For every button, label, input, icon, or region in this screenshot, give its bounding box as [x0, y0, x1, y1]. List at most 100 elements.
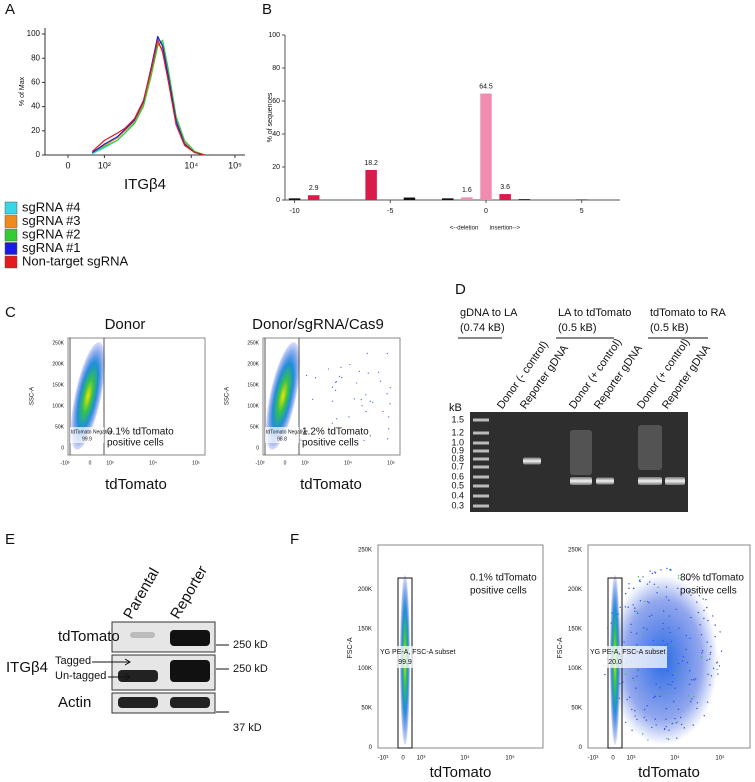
y-tick-label: 200K	[52, 361, 64, 367]
row-label: tdTomato	[58, 628, 120, 645]
cell-dot	[712, 615, 714, 617]
cell-dot	[668, 627, 670, 629]
cell-dot	[665, 725, 667, 728]
cell-dot	[678, 678, 681, 681]
cell-dot	[335, 418, 338, 420]
gate-label-bg	[265, 427, 299, 443]
cell-dot	[636, 644, 638, 646]
legend-swatch	[4, 201, 18, 215]
cell-dot	[677, 662, 680, 665]
cell-dot	[712, 667, 715, 670]
ladder-label: 1.2	[451, 427, 464, 437]
cell-dot	[639, 600, 642, 602]
cell-dot	[710, 675, 713, 677]
cell-dot	[327, 368, 330, 370]
cell-dot	[675, 722, 677, 724]
cell-population	[70, 342, 106, 450]
cell-dot	[671, 722, 674, 725]
x-tick-label: 10⁴	[344, 460, 352, 466]
y-tick-label: 150K	[358, 627, 372, 633]
cell-dot	[716, 661, 718, 663]
cell-dot	[662, 640, 664, 642]
cell-dot	[665, 586, 668, 588]
x-tick-label: 10⁴	[184, 160, 198, 170]
cell-dot	[628, 587, 630, 590]
cell-dot	[679, 716, 682, 719]
y-tick-label: 20	[272, 164, 280, 171]
panel-letter: E	[5, 531, 15, 548]
cell-dot	[331, 400, 334, 402]
ladder-band	[473, 484, 489, 488]
cell-dot	[675, 672, 677, 674]
cell-dot	[669, 568, 671, 571]
cell-dot	[669, 632, 671, 634]
x-tick-label: 0	[284, 460, 287, 466]
bar	[307, 195, 320, 200]
x-tick-label: 10⁴	[460, 755, 470, 762]
cell-dot	[688, 683, 691, 686]
cell-dot	[702, 598, 704, 600]
x-tick-label: 10³	[106, 460, 114, 466]
cell-dot	[666, 643, 668, 645]
x-tick-label: 10³	[627, 756, 636, 762]
y-tick-label: 100	[27, 29, 41, 38]
cell-dot	[720, 650, 723, 652]
cell-dot	[634, 610, 636, 612]
cell-dot	[679, 668, 681, 670]
gate-value: 99.9	[82, 436, 92, 442]
cell-dot	[666, 737, 668, 740]
plot-frame	[67, 337, 206, 456]
y-tick-label: 0	[256, 445, 259, 451]
gate-label-bg	[70, 427, 104, 443]
cell-dot	[651, 572, 654, 575]
y-axis-label: FSC-A	[347, 637, 354, 658]
x-tick-label: 10⁵	[228, 160, 242, 170]
bar-value-label: 18.2	[364, 160, 378, 167]
cell-dot	[662, 622, 664, 625]
cell-dot	[625, 721, 627, 724]
cell-dot	[672, 700, 675, 703]
x-tick-label: 10⁵	[505, 755, 515, 762]
cell-dot	[703, 609, 705, 612]
cell-dot	[666, 567, 668, 570]
cell-dot	[358, 370, 360, 372]
cell-dot	[659, 687, 661, 689]
cell-dot	[652, 639, 655, 642]
y-tick-label: 80	[31, 53, 40, 62]
cell-dot	[703, 617, 705, 620]
x-tick-label: -5	[387, 208, 393, 215]
cell-dot	[646, 583, 649, 585]
x-tick-label: 0	[401, 756, 405, 762]
cell-dot	[654, 571, 656, 573]
y-tick-label: 0	[61, 445, 64, 451]
cell-dot	[706, 659, 708, 662]
cell-dot	[643, 716, 645, 719]
cell-dot	[386, 393, 388, 395]
row-label: Actin	[58, 694, 91, 711]
cell-dot	[668, 738, 670, 740]
y-axis-label: SSC-A	[225, 387, 231, 405]
pcr-header: gDNA to LA	[460, 307, 518, 319]
positive-note: positive cells	[107, 438, 164, 449]
bar	[403, 197, 416, 200]
x-tick-label: 10⁴	[149, 460, 157, 466]
pcr-header: tdTomato to RA	[650, 307, 726, 319]
x-tick-label: 10⁵	[387, 460, 395, 466]
cell-dot	[636, 610, 638, 613]
gel-band	[596, 477, 614, 485]
marker-label: 37 kD	[233, 722, 262, 734]
x-tick-label: 10⁵	[192, 460, 200, 466]
cell-dot	[703, 714, 705, 717]
bar	[480, 93, 492, 200]
cell-dot	[680, 723, 683, 726]
cell-dot	[705, 598, 707, 601]
gel-smear	[638, 425, 662, 470]
cell-dot	[719, 631, 721, 633]
cell-dot	[693, 695, 695, 698]
y-tick-label: 150K	[568, 627, 582, 633]
cell-dot	[714, 624, 716, 626]
cell-dot	[654, 572, 657, 574]
cell-dot	[660, 569, 662, 571]
y-tick-label: 40	[272, 131, 280, 138]
cell-dot	[639, 579, 641, 581]
